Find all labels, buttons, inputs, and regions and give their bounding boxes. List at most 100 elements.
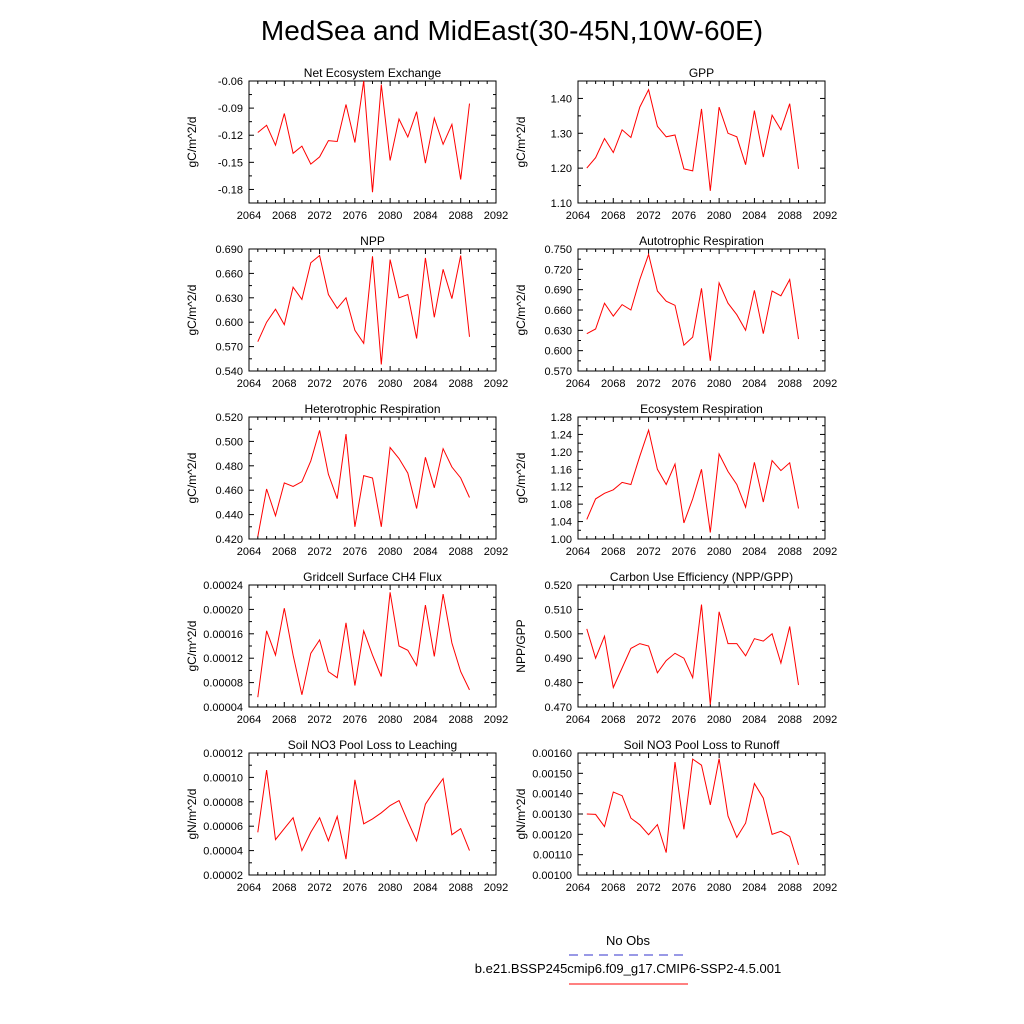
x-tick-label: 2084 [742, 882, 766, 894]
y-tick-label: 1.20 [551, 447, 572, 459]
x-tick-label: 2064 [237, 882, 261, 894]
series-line [257, 430, 470, 537]
x-tick-label: 2080 [378, 882, 402, 894]
y-tick-label: 1.28 [551, 412, 572, 424]
y-axis-label: gN/m^2/d [185, 789, 199, 840]
y-tick-label: 1.04 [551, 517, 572, 529]
x-tick-label: 2072 [307, 378, 331, 390]
y-tick-label: -0.09 [218, 103, 243, 115]
plot-frame [577, 248, 826, 372]
chart-panel-3: Autotrophic Respiration 2064 2068 2072 2076 2… [514, 234, 837, 390]
y-tick-label: 0.470 [544, 702, 572, 714]
y-tick-label: 0.510 [544, 604, 572, 616]
y-tick-label: 0.00006 [203, 821, 243, 833]
x-tick-label: 2092 [813, 210, 837, 222]
series-line [257, 592, 470, 698]
y-tick-label: 1.24 [551, 429, 572, 441]
y-tick-label: 1.00 [551, 534, 572, 546]
x-tick-label: 2084 [413, 378, 437, 390]
panel-title: Gridcell Surface CH4 Flux [303, 570, 442, 584]
x-tick-label: 2092 [484, 714, 508, 726]
x-tick-label: 2088 [448, 210, 472, 222]
x-tick-label: 2064 [566, 714, 590, 726]
x-tick-label: 2080 [707, 546, 731, 558]
y-tick-label: 1.30 [551, 128, 572, 140]
y-tick-label: 0.00020 [203, 604, 243, 616]
y-tick-label: 0.00140 [532, 789, 572, 801]
x-tick-label: 2080 [707, 210, 731, 222]
series-line [586, 758, 799, 865]
y-tick-label: 1.08 [551, 499, 572, 511]
y-tick-label: 0.00012 [203, 748, 243, 760]
x-tick-label: 2072 [636, 210, 660, 222]
y-tick-label: 0.00016 [203, 629, 243, 641]
x-tick-label: 2068 [272, 210, 296, 222]
panel-title: Carbon Use Efficiency (NPP/GPP) [610, 570, 793, 584]
x-tick-label: 2088 [448, 882, 472, 894]
x-tick-label: 2088 [777, 882, 801, 894]
y-tick-label: 0.00008 [203, 678, 243, 690]
chart-panel-4: Heterotrophic Respiration 2064 2068 2072 207… [185, 402, 508, 558]
x-tick-label: 2076 [343, 882, 367, 894]
x-tick-label: 2064 [237, 378, 261, 390]
x-tick-label: 2068 [272, 378, 296, 390]
y-axis-label: gC/m^2/d [514, 117, 528, 168]
x-tick-label: 2072 [307, 210, 331, 222]
x-tick-label: 2084 [413, 714, 437, 726]
y-tick-label: 0.600 [544, 346, 572, 358]
y-tick-label: 0.00120 [532, 829, 572, 841]
x-tick-label: 2076 [672, 210, 696, 222]
x-tick-label: 2076 [343, 378, 367, 390]
x-tick-label: 2080 [707, 882, 731, 894]
chart-panel-0: Net Ecosystem Exchange 2064 2068 2072 2076 20… [185, 66, 508, 222]
x-tick-label: 2080 [378, 546, 402, 558]
x-tick-label: 2092 [813, 546, 837, 558]
y-tick-label: 0.440 [215, 510, 243, 522]
x-tick-label: 2080 [378, 378, 402, 390]
x-tick-label: 2068 [601, 378, 625, 390]
x-tick-label: 2068 [272, 546, 296, 558]
y-tick-label: 0.00024 [203, 580, 243, 592]
x-tick-label: 2084 [413, 546, 437, 558]
x-tick-label: 2068 [601, 546, 625, 558]
x-tick-label: 2068 [272, 882, 296, 894]
y-tick-label: 1.12 [551, 482, 572, 494]
x-tick-label: 2084 [742, 378, 766, 390]
legend: No Obs b.e21.BSSP245cmip6.f09_g17.CMIP6-… [475, 933, 781, 985]
x-tick-label: 2080 [707, 714, 731, 726]
y-tick-label: 0.00110 [533, 850, 572, 862]
x-tick-label: 2088 [448, 714, 472, 726]
panel-title: GPP [689, 66, 714, 80]
y-tick-label: 0.00002 [203, 870, 243, 882]
x-tick-label: 2084 [413, 882, 437, 894]
x-tick-label: 2088 [448, 546, 472, 558]
y-axis-label: gC/m^2/d [185, 285, 199, 336]
x-tick-label: 2072 [307, 714, 331, 726]
chart-panel-2: NPP 2064 2068 2072 2076 2080 2084 2088 2092 0.690… [185, 234, 508, 390]
y-tick-label: 0.00008 [203, 797, 243, 809]
y-tick-label: 0.630 [544, 325, 572, 337]
y-tick-label: -0.18 [218, 184, 243, 196]
y-tick-label: 0.00004 [203, 702, 243, 714]
x-tick-label: 2076 [343, 546, 367, 558]
panels: Net Ecosystem Exchange 2064 2068 2072 2076 20… [185, 66, 837, 894]
plot-frame [248, 584, 497, 708]
y-tick-label: 0.660 [215, 268, 243, 280]
x-tick-label: 2092 [484, 546, 508, 558]
x-tick-label: 2084 [413, 210, 437, 222]
y-axis-label: gC/m^2/d [185, 453, 199, 504]
y-tick-label: 0.00012 [203, 653, 243, 665]
chart-panel-1: GPP 2064 2068 2072 2076 2080 2084 2088 2092 1.40 1… [514, 66, 837, 222]
legend-label-model-run: b.e21.BSSP245cmip6.f09_g17.CMIP6-SSP2-4.… [475, 961, 781, 976]
y-axis-label: gC/m^2/d [514, 453, 528, 504]
x-tick-label: 2092 [484, 210, 508, 222]
x-tick-label: 2064 [237, 546, 261, 558]
y-tick-label: 0.480 [544, 678, 572, 690]
legend-label-no-obs: No Obs [606, 933, 651, 948]
y-tick-label: 0.00150 [532, 768, 572, 780]
x-tick-label: 2088 [777, 378, 801, 390]
y-tick-label: 0.500 [544, 629, 572, 641]
x-tick-label: 2088 [448, 378, 472, 390]
y-tick-label: 1.16 [551, 464, 572, 476]
